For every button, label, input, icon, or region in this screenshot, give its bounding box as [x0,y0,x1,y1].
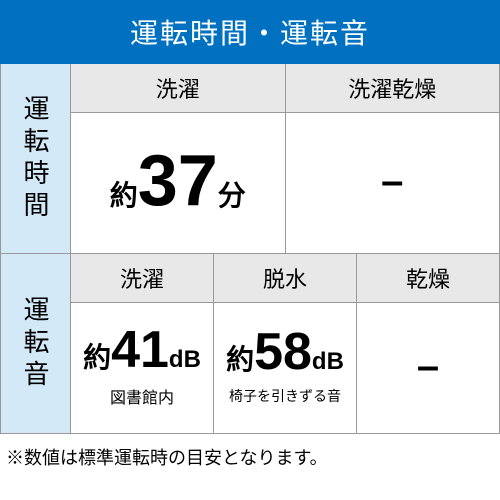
time-head-row: 洗濯 洗濯乾燥 [71,64,499,113]
noise-side-label: 運転音 [1,254,71,433]
noise-spin-value: 約 58 dB [226,326,344,378]
time-washdry-dash: – [381,159,403,204]
noise-spin-caption: 椅子を引きずる音 [229,386,341,406]
noise-spin-number: 58 [254,326,312,378]
noise-dry-cell: – [357,303,499,433]
noise-wash-number: 41 [111,324,169,376]
time-head-wash: 洗濯 [71,64,286,113]
noise-cells: 洗濯 脱水 乾燥 約 41 dB 図書館内 約 58 dB 椅子を引きずる音 [71,254,499,433]
noise-head-spin: 脱水 [214,254,357,303]
section-time: 運転時間 洗濯 洗濯乾燥 約 37 分 – [0,64,500,254]
noise-body-row: 約 41 dB 図書館内 約 58 dB 椅子を引きずる音 – [71,303,499,433]
time-cells: 洗濯 洗濯乾燥 約 37 分 – [71,64,499,253]
time-washdry-cell: – [286,113,500,253]
noise-head-wash: 洗濯 [71,254,214,303]
prefix-text: 約 [110,174,138,214]
section-noise: 運転音 洗濯 脱水 乾燥 約 41 dB 図書館内 約 58 dB [0,254,500,434]
noise-spin-cell: 約 58 dB 椅子を引きずる音 [214,303,357,433]
time-wash-number: 37 [138,145,218,217]
time-wash-cell: 約 37 分 [71,113,286,253]
noise-head-row: 洗濯 脱水 乾燥 [71,254,499,303]
noise-wash-value: 約 41 dB [83,324,201,376]
time-wash-value: 約 37 分 [110,145,246,217]
footer-note: ※数値は標準運転時の目安となります。 [0,434,500,480]
noise-spin-unit: dB [312,348,344,376]
time-side-label: 運転時間 [1,64,71,253]
time-head-washdry: 洗濯乾燥 [286,64,500,113]
noise-dry-dash: – [417,344,439,389]
header-bar: 運転時間・運転音 [0,0,500,64]
time-wash-unit: 分 [218,174,246,214]
header-title: 運転時間・運転音 [130,18,370,49]
noise-wash-caption: 図書館内 [110,384,174,408]
noise-wash-cell: 約 41 dB 図書館内 [71,303,214,433]
prefix-text: 約 [83,336,111,376]
prefix-text: 約 [226,338,254,378]
noise-wash-unit: dB [169,346,201,374]
time-body-row: 約 37 分 – [71,113,499,253]
noise-head-dry: 乾燥 [357,254,499,303]
